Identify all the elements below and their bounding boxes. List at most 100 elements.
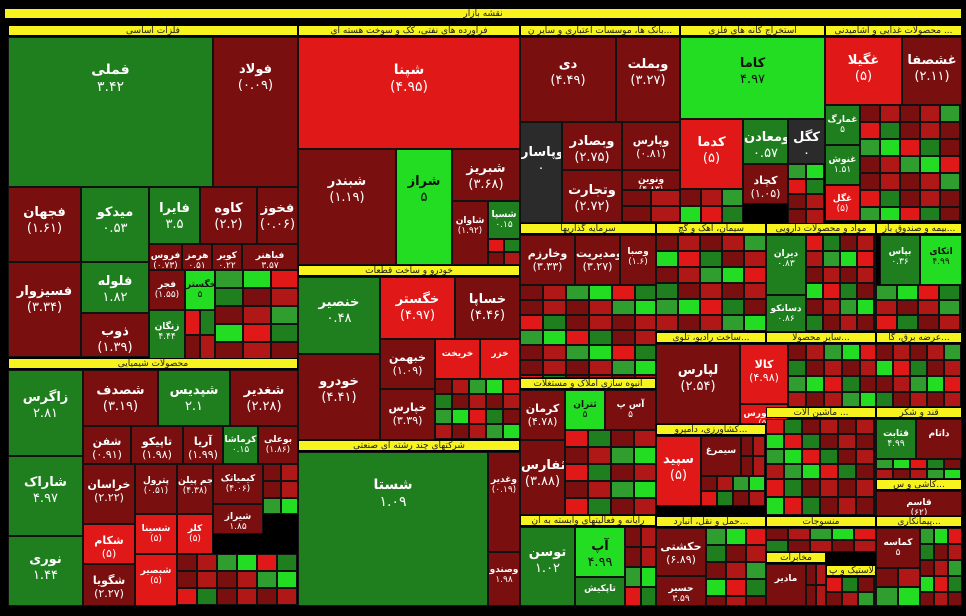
stock-tile-small[interactable] [788, 179, 806, 194]
stock-tile-small[interactable] [766, 449, 784, 464]
stock-tile-small[interactable] [197, 571, 217, 588]
stock-tile-small[interactable] [263, 498, 281, 514]
stock-tile[interactable]: کالا (۴.۹۸) [740, 344, 788, 404]
stock-tile[interactable]: حسیر ۳.۵۹ [656, 576, 706, 606]
stock-tile-small[interactable] [880, 190, 900, 207]
stock-tile-small[interactable] [788, 392, 806, 407]
stock-tile-small[interactable] [858, 577, 874, 592]
stock-tile-small[interactable] [726, 562, 746, 579]
stock-tile-small[interactable] [656, 299, 678, 315]
stock-tile-small[interactable] [217, 571, 237, 588]
stock-tile-small[interactable] [856, 419, 874, 434]
stock-tile[interactable]: زنگان ۴.۴۴ [149, 310, 185, 360]
stock-tile-small[interactable] [876, 344, 893, 360]
stock-tile[interactable]: شسپا ۰.۱۵ [488, 201, 520, 239]
stock-tile-small[interactable] [543, 345, 566, 360]
stock-tile-small[interactable] [838, 464, 856, 479]
stock-tile-small[interactable] [893, 469, 910, 479]
stock-tile-small[interactable] [700, 267, 722, 283]
stock-tile-small[interactable] [503, 379, 520, 394]
stock-tile-small[interactable] [678, 235, 700, 251]
stock-tile[interactable]: غگیلا (۵) [825, 37, 902, 105]
stock-tile-small[interactable] [612, 375, 635, 378]
stock-tile[interactable]: فایرا ۳.۵ [149, 187, 200, 244]
stock-tile[interactable]: ومدیریت (۳.۲۷) [575, 235, 620, 285]
stock-tile-small[interactable] [452, 424, 469, 439]
stock-tile-small[interactable] [802, 479, 820, 497]
stock-tile-small[interactable] [784, 479, 802, 497]
stock-tile-small[interactable] [920, 122, 940, 139]
stock-tile-small[interactable] [802, 497, 820, 515]
stock-tile-small[interactable] [840, 267, 857, 283]
stock-tile-small[interactable] [588, 447, 611, 464]
stock-tile-small[interactable] [744, 235, 766, 251]
stock-tile-small[interactable] [898, 568, 920, 587]
stock-tile-small[interactable] [565, 447, 588, 464]
stock-tile-small[interactable] [543, 375, 566, 378]
stock-tile[interactable]: دی (۴.۴۹) [520, 37, 616, 122]
stock-tile-small[interactable] [788, 528, 810, 540]
stock-tile[interactable]: شستا ۱.۰۹ [298, 452, 488, 606]
stock-tile-small[interactable] [744, 267, 766, 283]
stock-tile-small[interactable] [435, 379, 452, 394]
stock-tile-small[interactable] [826, 577, 842, 592]
stock-tile[interactable]: زاگرس ۲.۸۱ [8, 370, 83, 456]
stock-tile-small[interactable] [753, 456, 765, 476]
stock-tile[interactable]: شاوان (۱.۹۲) [452, 201, 488, 265]
stock-tile-small[interactable] [766, 540, 788, 552]
stock-tile-small[interactable] [893, 459, 910, 469]
stock-tile-small[interactable] [940, 139, 960, 156]
stock-tile-small[interactable] [874, 464, 876, 479]
stock-tile-small[interactable] [806, 585, 816, 606]
stock-tile-small[interactable] [927, 344, 944, 360]
stock-tile[interactable]: شکام (۵) [83, 524, 135, 564]
stock-tile-small[interactable] [281, 481, 298, 498]
stock-tile-small[interactable] [840, 283, 857, 299]
stock-tile-small[interactable] [177, 588, 197, 605]
stock-tile-small[interactable] [806, 283, 823, 299]
stock-tile-small[interactable] [876, 587, 898, 606]
stock-tile-small[interactable] [589, 300, 612, 315]
stock-tile-small[interactable] [641, 547, 656, 567]
stock-tile-small[interactable] [622, 190, 651, 206]
stock-tile-small[interactable] [565, 430, 588, 447]
stock-tile-small[interactable] [566, 345, 589, 360]
stock-tile-small[interactable] [960, 139, 962, 156]
stock-tile-small[interactable] [940, 105, 960, 122]
stock-tile-small[interactable] [927, 360, 944, 376]
stock-tile-small[interactable] [622, 206, 651, 222]
stock-tile[interactable]: وصبا (۱.۶) [620, 235, 656, 285]
stock-tile-small[interactable] [838, 434, 856, 449]
stock-tile[interactable]: کماسه ۵ [876, 528, 920, 568]
stock-tile-small[interactable] [656, 315, 678, 331]
stock-tile-small[interactable] [939, 330, 960, 332]
stock-tile-small[interactable] [876, 360, 893, 376]
stock-tile-small[interactable] [876, 568, 898, 587]
stock-tile-small[interactable] [948, 576, 962, 592]
stock-tile-small[interactable] [960, 315, 962, 330]
stock-tile-small[interactable] [435, 424, 452, 439]
stock-tile-small[interactable] [860, 392, 876, 407]
stock-tile[interactable]: شغدیر (۲.۲۸) [230, 370, 298, 426]
stock-tile[interactable]: تاپکیش [575, 577, 625, 606]
stock-tile-small[interactable] [722, 235, 744, 251]
stock-tile[interactable]: قاسم (۶۲) [876, 491, 962, 516]
stock-tile[interactable]: دسانکو ۰.۸۶ [766, 295, 806, 332]
stock-tile[interactable]: شگویا (۲.۲۷) [83, 564, 135, 606]
stock-tile-small[interactable] [824, 392, 842, 407]
stock-tile-small[interactable] [503, 394, 520, 409]
stock-tile-small[interactable] [920, 190, 940, 207]
stock-tile-small[interactable] [802, 449, 820, 464]
stock-tile-small[interactable] [746, 579, 766, 596]
stock-tile[interactable]: شبندر (۱.۱۹) [298, 149, 396, 265]
stock-tile-small[interactable] [520, 315, 543, 330]
stock-tile-small[interactable] [726, 579, 746, 596]
stock-tile-small[interactable] [920, 156, 940, 173]
stock-tile-small[interactable] [802, 419, 820, 434]
stock-tile-small[interactable] [948, 528, 962, 544]
stock-tile-small[interactable] [820, 464, 838, 479]
stock-tile-small[interactable] [823, 315, 840, 331]
stock-tile-small[interactable] [876, 315, 897, 330]
stock-tile-small[interactable] [806, 315, 823, 331]
stock-tile-small[interactable] [876, 459, 893, 469]
